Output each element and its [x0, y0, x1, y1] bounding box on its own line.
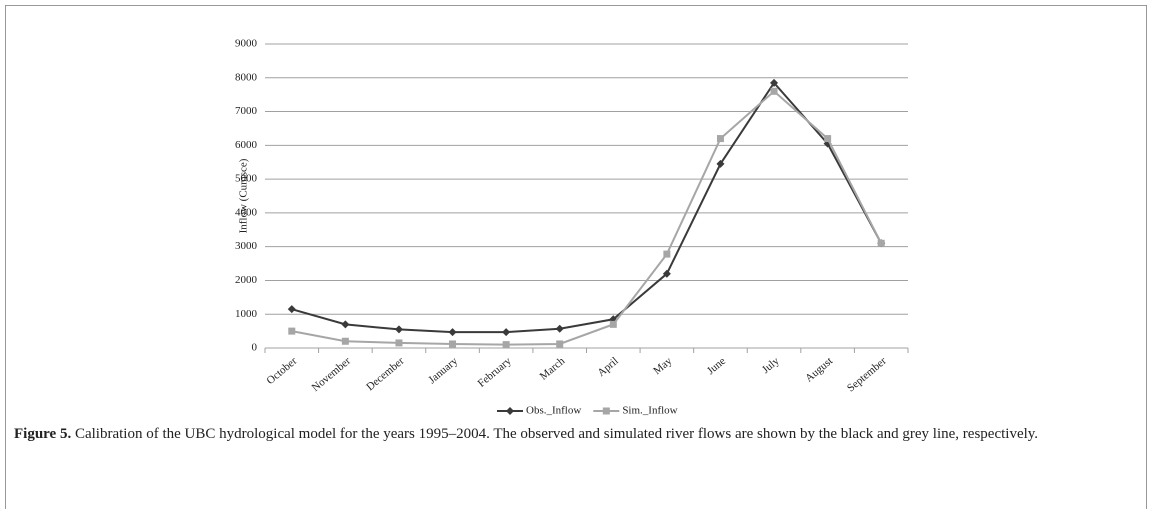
point — [288, 327, 296, 335]
legend-label: Sim._Inflow — [622, 405, 677, 417]
series-line — [291, 89, 883, 346]
point — [716, 159, 725, 168]
point — [506, 407, 514, 415]
point — [394, 325, 403, 334]
caption-text: Calibration of the UBC hydrological mode… — [74, 426, 1039, 442]
point — [341, 337, 349, 345]
point — [770, 78, 779, 87]
point — [824, 135, 832, 143]
point — [609, 320, 617, 328]
x-tick-label: April — [595, 355, 621, 379]
legend-label: Obs._Inflow — [526, 405, 581, 417]
point — [448, 328, 457, 337]
point — [663, 250, 671, 258]
x-tick-label: May — [651, 355, 675, 377]
y-tick-label: 9000 — [235, 38, 258, 50]
y-tick-label: 1000 — [235, 308, 258, 320]
point — [341, 320, 350, 329]
x-tick-label: July — [760, 355, 782, 376]
caption-label: Figure 5. — [14, 426, 72, 442]
y-tick-label: 0 — [252, 342, 258, 354]
y-tick-label: 7000 — [235, 105, 258, 117]
y-tick-label: 3000 — [235, 240, 258, 252]
x-tick-label: January — [426, 355, 460, 387]
point — [877, 239, 885, 247]
point — [770, 87, 778, 95]
y-tick-label: 4000 — [235, 206, 258, 218]
point — [502, 328, 511, 337]
figure-frame — [5, 5, 1147, 509]
y-tick-label: 5000 — [235, 173, 258, 185]
x-tick-label: September — [845, 355, 889, 395]
x-tick-label: February — [476, 355, 515, 390]
x-tick-label: October — [264, 355, 299, 387]
point — [395, 339, 403, 347]
chart: Inflow (Cumsce) 0 1000 2000 3000 4000 5000 600… — [235, 38, 909, 417]
point — [287, 305, 296, 314]
y-tick-label: 6000 — [235, 139, 258, 151]
point — [502, 341, 510, 349]
y-axis-label: Inflow (Cumsce) — [238, 158, 250, 233]
caption: Figure 5. Calibration of the UBC hydrolo… — [14, 424, 1134, 445]
x-tick-label: June — [705, 355, 728, 377]
point — [716, 135, 724, 143]
point — [662, 269, 671, 278]
y-tick-label: 8000 — [235, 71, 258, 83]
point — [555, 324, 564, 333]
point — [449, 340, 457, 348]
series-line — [291, 81, 883, 334]
point — [602, 407, 610, 415]
y-tick-label: 2000 — [235, 274, 258, 286]
x-tick-label: March — [538, 355, 568, 383]
x-tick-label: December — [364, 355, 407, 393]
x-tick-label: November — [310, 355, 354, 394]
x-tick-label: August — [803, 355, 835, 385]
point — [556, 340, 564, 348]
